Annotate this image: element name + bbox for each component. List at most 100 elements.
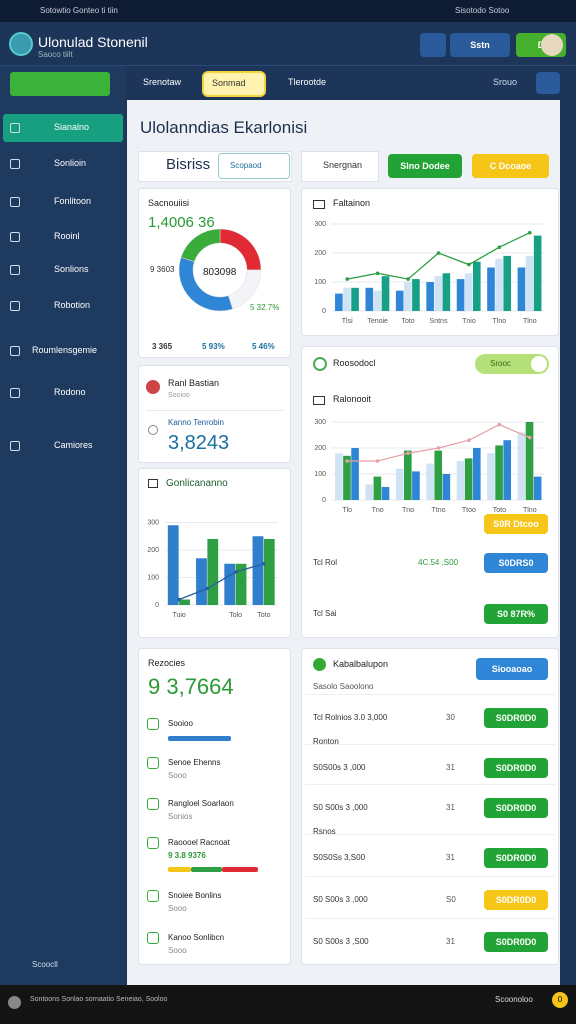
line-point xyxy=(262,561,266,566)
button[interactable]: C Dcoaoe xyxy=(472,154,549,178)
chat-button[interactable] xyxy=(536,72,560,94)
bar xyxy=(373,476,382,500)
item-icon xyxy=(147,757,159,769)
item-icon xyxy=(147,718,159,730)
divider xyxy=(305,784,555,785)
panel-title: Roosodocl xyxy=(333,358,376,369)
bar xyxy=(412,279,420,311)
app-title: Ulonulad Stonenil xyxy=(38,33,148,50)
chart-title: Faltainon xyxy=(333,198,371,209)
button[interactable]: S0DR0D0 xyxy=(484,848,548,868)
x-tick-label: Tno xyxy=(402,507,414,514)
button[interactable]: S0DR0D0 xyxy=(484,890,548,910)
nav-item: Sonlioin xyxy=(54,158,87,169)
item-sub: 9 3.8 9376 xyxy=(168,850,206,860)
nav-item: Rodono xyxy=(54,387,86,398)
contact-label: Kanno Tenrobin xyxy=(168,417,224,427)
x-tick-label: Tlno xyxy=(493,318,507,325)
row-value: 30 xyxy=(446,712,455,722)
item-icon xyxy=(147,798,159,810)
stat: 3 365 xyxy=(152,341,173,351)
button[interactable]: S0R Dtcoo xyxy=(484,514,548,534)
item-name: Snoiee Bonlins xyxy=(168,890,222,900)
contact-role: Sooioo xyxy=(168,392,190,400)
card xyxy=(138,648,291,965)
x-tick-label: Tlno xyxy=(523,318,537,325)
bar xyxy=(351,287,359,311)
bar xyxy=(179,599,190,605)
button[interactable]: Siooaoao xyxy=(476,658,548,680)
nav-icon xyxy=(10,197,20,207)
row-value: 31 xyxy=(446,762,455,772)
bar xyxy=(434,276,443,311)
x-tick-label: Tolo xyxy=(229,612,242,619)
x-tick-label: Tnio xyxy=(462,318,476,325)
section-button[interactable] xyxy=(218,153,290,179)
x-tick-label: Tuio xyxy=(172,612,185,619)
sidebar-top-button[interactable] xyxy=(10,72,110,96)
chart: 0 100 200 300 Tlsi Tenoie Toto Sntns Tnio Tlno Tln… xyxy=(314,221,545,325)
item-sub: Sooo xyxy=(168,770,187,780)
bar xyxy=(381,276,390,311)
bar xyxy=(224,563,236,605)
ledger-icon xyxy=(313,658,326,671)
bar xyxy=(442,474,451,500)
bar xyxy=(351,448,359,500)
group-label: Ronton xyxy=(313,736,339,746)
button[interactable]: S0 87R% xyxy=(484,604,548,624)
chart xyxy=(178,228,262,312)
card-subtitle: Sasolo Saoolono xyxy=(313,681,374,691)
row-label: Tcl Rol xyxy=(313,557,338,567)
toggle[interactable] xyxy=(475,354,549,374)
bar xyxy=(252,536,264,605)
total-value: 1,4006 36 xyxy=(148,214,215,232)
bar xyxy=(472,261,481,311)
search-box[interactable] xyxy=(301,151,379,182)
donut-side-label: 9 3603 xyxy=(150,264,175,274)
x-tick-label: Tlno xyxy=(523,507,537,514)
x-tick-label: Sntns xyxy=(430,318,448,325)
bar xyxy=(472,448,481,500)
status-bar xyxy=(0,0,576,22)
sidebar xyxy=(0,66,125,985)
bar xyxy=(464,458,473,500)
row-label: S0S00s 3 ,000 xyxy=(313,762,366,772)
y-tick-label: 0 xyxy=(155,602,159,609)
button[interactable]: S0DR0D0 xyxy=(484,758,548,778)
search-text: Snergnan xyxy=(323,160,363,171)
chart: 0 100 200 300 Tlo Tno Tno Ttno Ttoo Toto Tlno xyxy=(314,419,545,514)
bar xyxy=(495,445,503,500)
divider xyxy=(305,918,555,919)
bar xyxy=(343,287,351,311)
bar xyxy=(263,539,275,605)
row-label: S0 S00s 3 ,000 xyxy=(313,802,368,812)
nav-icon xyxy=(10,159,20,169)
button[interactable]: Slno Dodee xyxy=(388,154,462,178)
line-point xyxy=(467,438,471,442)
footer-icon xyxy=(8,996,21,1009)
card-title: Sacnouiisi xyxy=(148,198,190,209)
bar xyxy=(517,432,526,500)
nav-item: Sianalno xyxy=(54,122,90,133)
donut-label: 803098 xyxy=(203,266,237,278)
nav-icon xyxy=(10,346,20,356)
item-sub: Sooo xyxy=(168,903,187,913)
nav-item: Sonlions xyxy=(54,264,89,275)
button[interactable]: S0DR0D0 xyxy=(484,798,548,818)
button[interactable]: S0DR0D0 xyxy=(484,932,548,952)
bar xyxy=(533,476,542,500)
line-point xyxy=(497,422,502,427)
bar xyxy=(464,273,473,311)
divider xyxy=(305,876,555,877)
header-button[interactable]: Sstn xyxy=(450,33,510,57)
donut-segment xyxy=(219,228,262,271)
button[interactable]: S0DRS0 xyxy=(484,553,548,573)
line-point xyxy=(205,586,210,591)
search-button[interactable] xyxy=(420,33,446,57)
y-tick-label: 200 xyxy=(314,445,326,452)
button[interactable]: S0DR0D0 xyxy=(484,708,548,728)
nav-icon xyxy=(10,388,20,398)
chart: 0 100 200 300 Tuio Tolo Toto xyxy=(147,519,278,619)
bar xyxy=(196,558,207,605)
